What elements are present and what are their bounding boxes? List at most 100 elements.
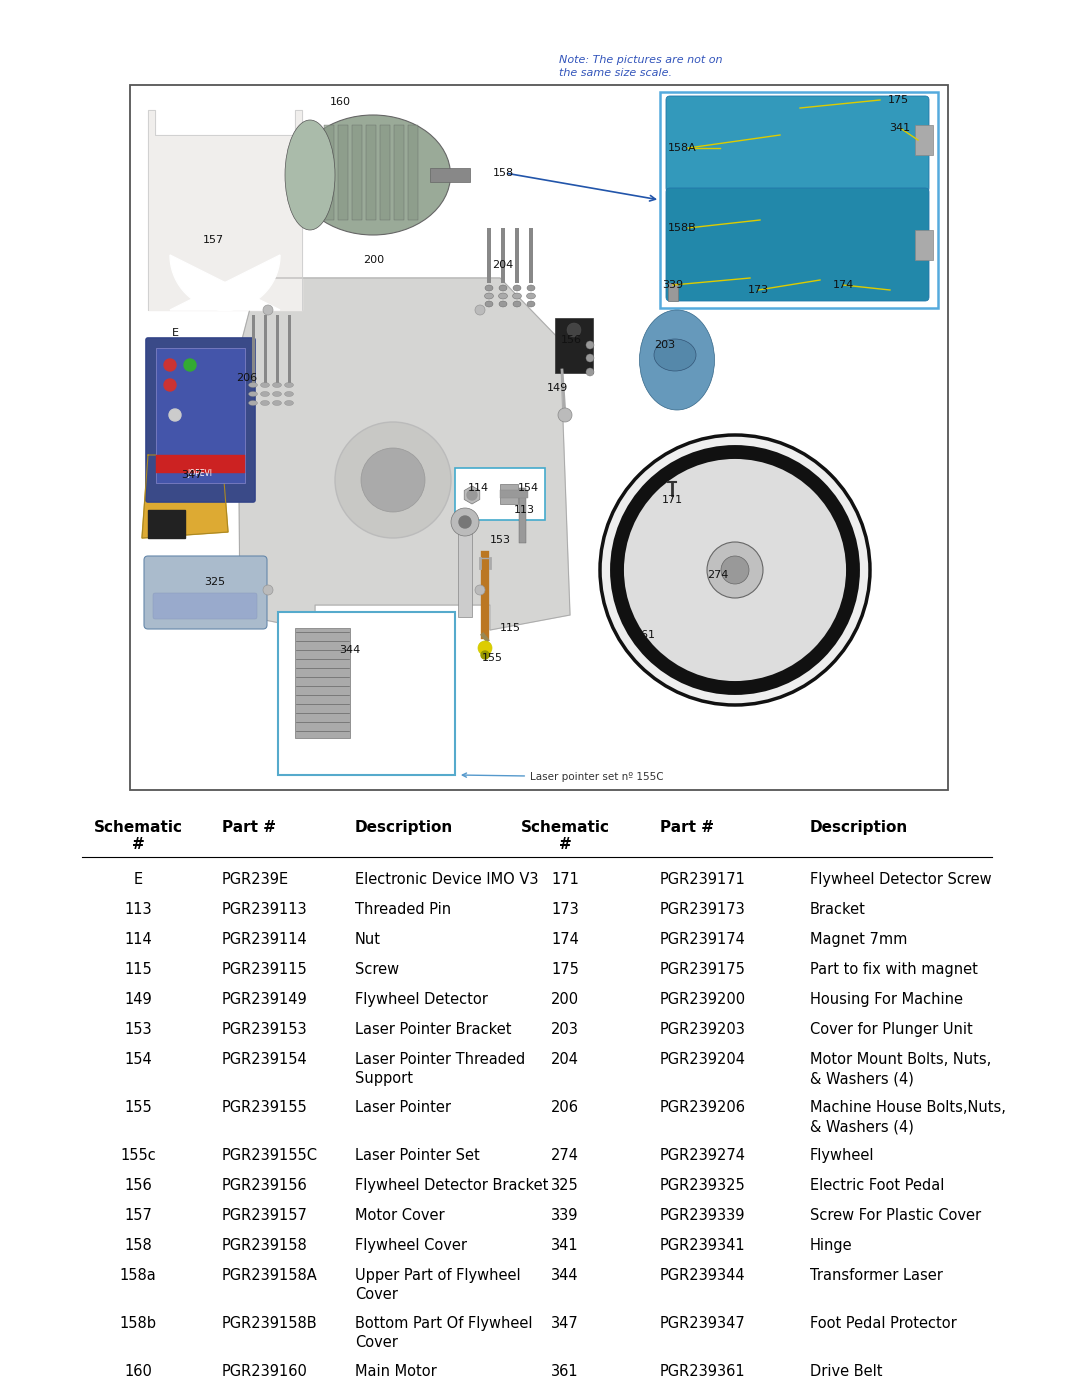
Text: Motor Mount Bolts, Nuts,
& Washers (4): Motor Mount Bolts, Nuts, & Washers (4) [810, 1052, 991, 1087]
Text: 114: 114 [124, 932, 152, 947]
Bar [519, 488, 526, 543]
Text: PGR239149: PGR239149 [222, 992, 308, 1007]
Text: 158: 158 [492, 168, 514, 177]
Text: 156: 156 [124, 1178, 152, 1193]
Text: Motor Cover: Motor Cover [355, 1208, 445, 1222]
Bar [430, 168, 470, 182]
Bar [458, 502, 472, 617]
Circle shape [475, 585, 485, 595]
Ellipse shape [284, 383, 294, 387]
Ellipse shape [285, 120, 335, 231]
Bar [338, 124, 348, 219]
Ellipse shape [527, 293, 536, 299]
Text: Machine House Bolts,Nuts,
& Washers (4): Machine House Bolts,Nuts, & Washers (4) [810, 1099, 1005, 1134]
Bar [915, 231, 933, 260]
Ellipse shape [499, 300, 507, 307]
Text: 274: 274 [551, 1148, 579, 1162]
Text: 158a: 158a [120, 1268, 157, 1282]
Text: PGR239158A: PGR239158A [222, 1268, 318, 1282]
Text: 155: 155 [124, 1099, 152, 1115]
Text: Electronic Device IMO V3: Electronic Device IMO V3 [355, 872, 539, 887]
Text: PGR239115: PGR239115 [222, 963, 308, 977]
Text: 157: 157 [202, 235, 224, 244]
Bar [380, 124, 390, 219]
Circle shape [168, 409, 181, 420]
Bar [915, 124, 933, 155]
Text: 158b: 158b [120, 1316, 157, 1331]
Ellipse shape [248, 391, 257, 397]
Text: 361: 361 [551, 1363, 579, 1379]
Text: PGR239155C: PGR239155C [222, 1148, 318, 1162]
Polygon shape [170, 256, 280, 310]
Text: 325: 325 [551, 1178, 579, 1193]
FancyBboxPatch shape [146, 338, 255, 502]
Text: PGR239200: PGR239200 [660, 992, 746, 1007]
Text: Flywheel Cover: Flywheel Cover [355, 1238, 467, 1253]
Text: Hinge: Hinge [810, 1238, 852, 1253]
Bar [408, 124, 418, 219]
Bar [455, 468, 545, 520]
Text: PGR239204: PGR239204 [660, 1052, 746, 1067]
Bar [287, 314, 291, 383]
Ellipse shape [513, 300, 521, 307]
Ellipse shape [639, 310, 715, 409]
Text: Nut: Nut [355, 932, 381, 947]
Circle shape [361, 448, 426, 511]
Circle shape [721, 556, 750, 584]
Bar [264, 314, 267, 383]
Ellipse shape [485, 285, 492, 291]
Text: 339: 339 [662, 279, 684, 291]
Text: 347: 347 [181, 469, 203, 481]
Text: 344: 344 [551, 1268, 579, 1282]
Text: Laser Pointer: Laser Pointer [355, 1099, 451, 1115]
Ellipse shape [513, 285, 521, 291]
Bar [156, 455, 245, 474]
Ellipse shape [527, 300, 535, 307]
Text: PGR239154: PGR239154 [222, 1052, 308, 1067]
Text: 149: 149 [124, 992, 152, 1007]
Bar [660, 92, 939, 307]
Circle shape [600, 434, 870, 705]
Circle shape [467, 490, 477, 500]
Circle shape [478, 641, 492, 655]
Text: 153: 153 [489, 535, 511, 545]
Text: PGR239203: PGR239203 [660, 1023, 746, 1037]
Text: 347: 347 [551, 1316, 579, 1331]
Polygon shape [238, 278, 570, 630]
Ellipse shape [499, 293, 508, 299]
Text: PGR239174: PGR239174 [660, 932, 746, 947]
Text: Laser pointer set nº 155C: Laser pointer set nº 155C [462, 773, 663, 782]
Text: PGR239344: PGR239344 [660, 1268, 745, 1282]
Text: Bracket: Bracket [810, 902, 866, 916]
Bar [252, 314, 255, 383]
Text: PGR239173: PGR239173 [660, 902, 746, 916]
Ellipse shape [527, 285, 535, 291]
Text: 156: 156 [561, 335, 581, 345]
Text: 171: 171 [551, 872, 579, 887]
Text: PGR239114: PGR239114 [222, 932, 308, 947]
Text: PGR239157: PGR239157 [222, 1208, 308, 1222]
Text: Flywheel: Flywheel [810, 1148, 875, 1162]
Polygon shape [141, 455, 228, 538]
Text: Drive Belt: Drive Belt [810, 1363, 882, 1379]
Text: Schematic: Schematic [94, 820, 183, 835]
Text: 175: 175 [888, 95, 908, 105]
Ellipse shape [248, 401, 257, 405]
Ellipse shape [272, 391, 282, 397]
Text: PGR239156: PGR239156 [222, 1178, 308, 1193]
Ellipse shape [499, 285, 507, 291]
Text: Flywheel Detector Bracket: Flywheel Detector Bracket [355, 1178, 549, 1193]
Text: Flywheel Detector: Flywheel Detector [355, 992, 488, 1007]
Text: 173: 173 [551, 902, 579, 916]
Text: PGR239171: PGR239171 [660, 872, 746, 887]
Bar [501, 228, 505, 284]
Bar [310, 124, 320, 219]
Text: Electric Foot Pedal: Electric Foot Pedal [810, 1178, 944, 1193]
Bar [529, 228, 534, 284]
Circle shape [558, 408, 572, 422]
Circle shape [335, 422, 451, 538]
Ellipse shape [296, 115, 450, 235]
Text: 274: 274 [707, 570, 729, 580]
Bar [366, 124, 376, 219]
Text: Threaded Pin: Threaded Pin [355, 902, 451, 916]
